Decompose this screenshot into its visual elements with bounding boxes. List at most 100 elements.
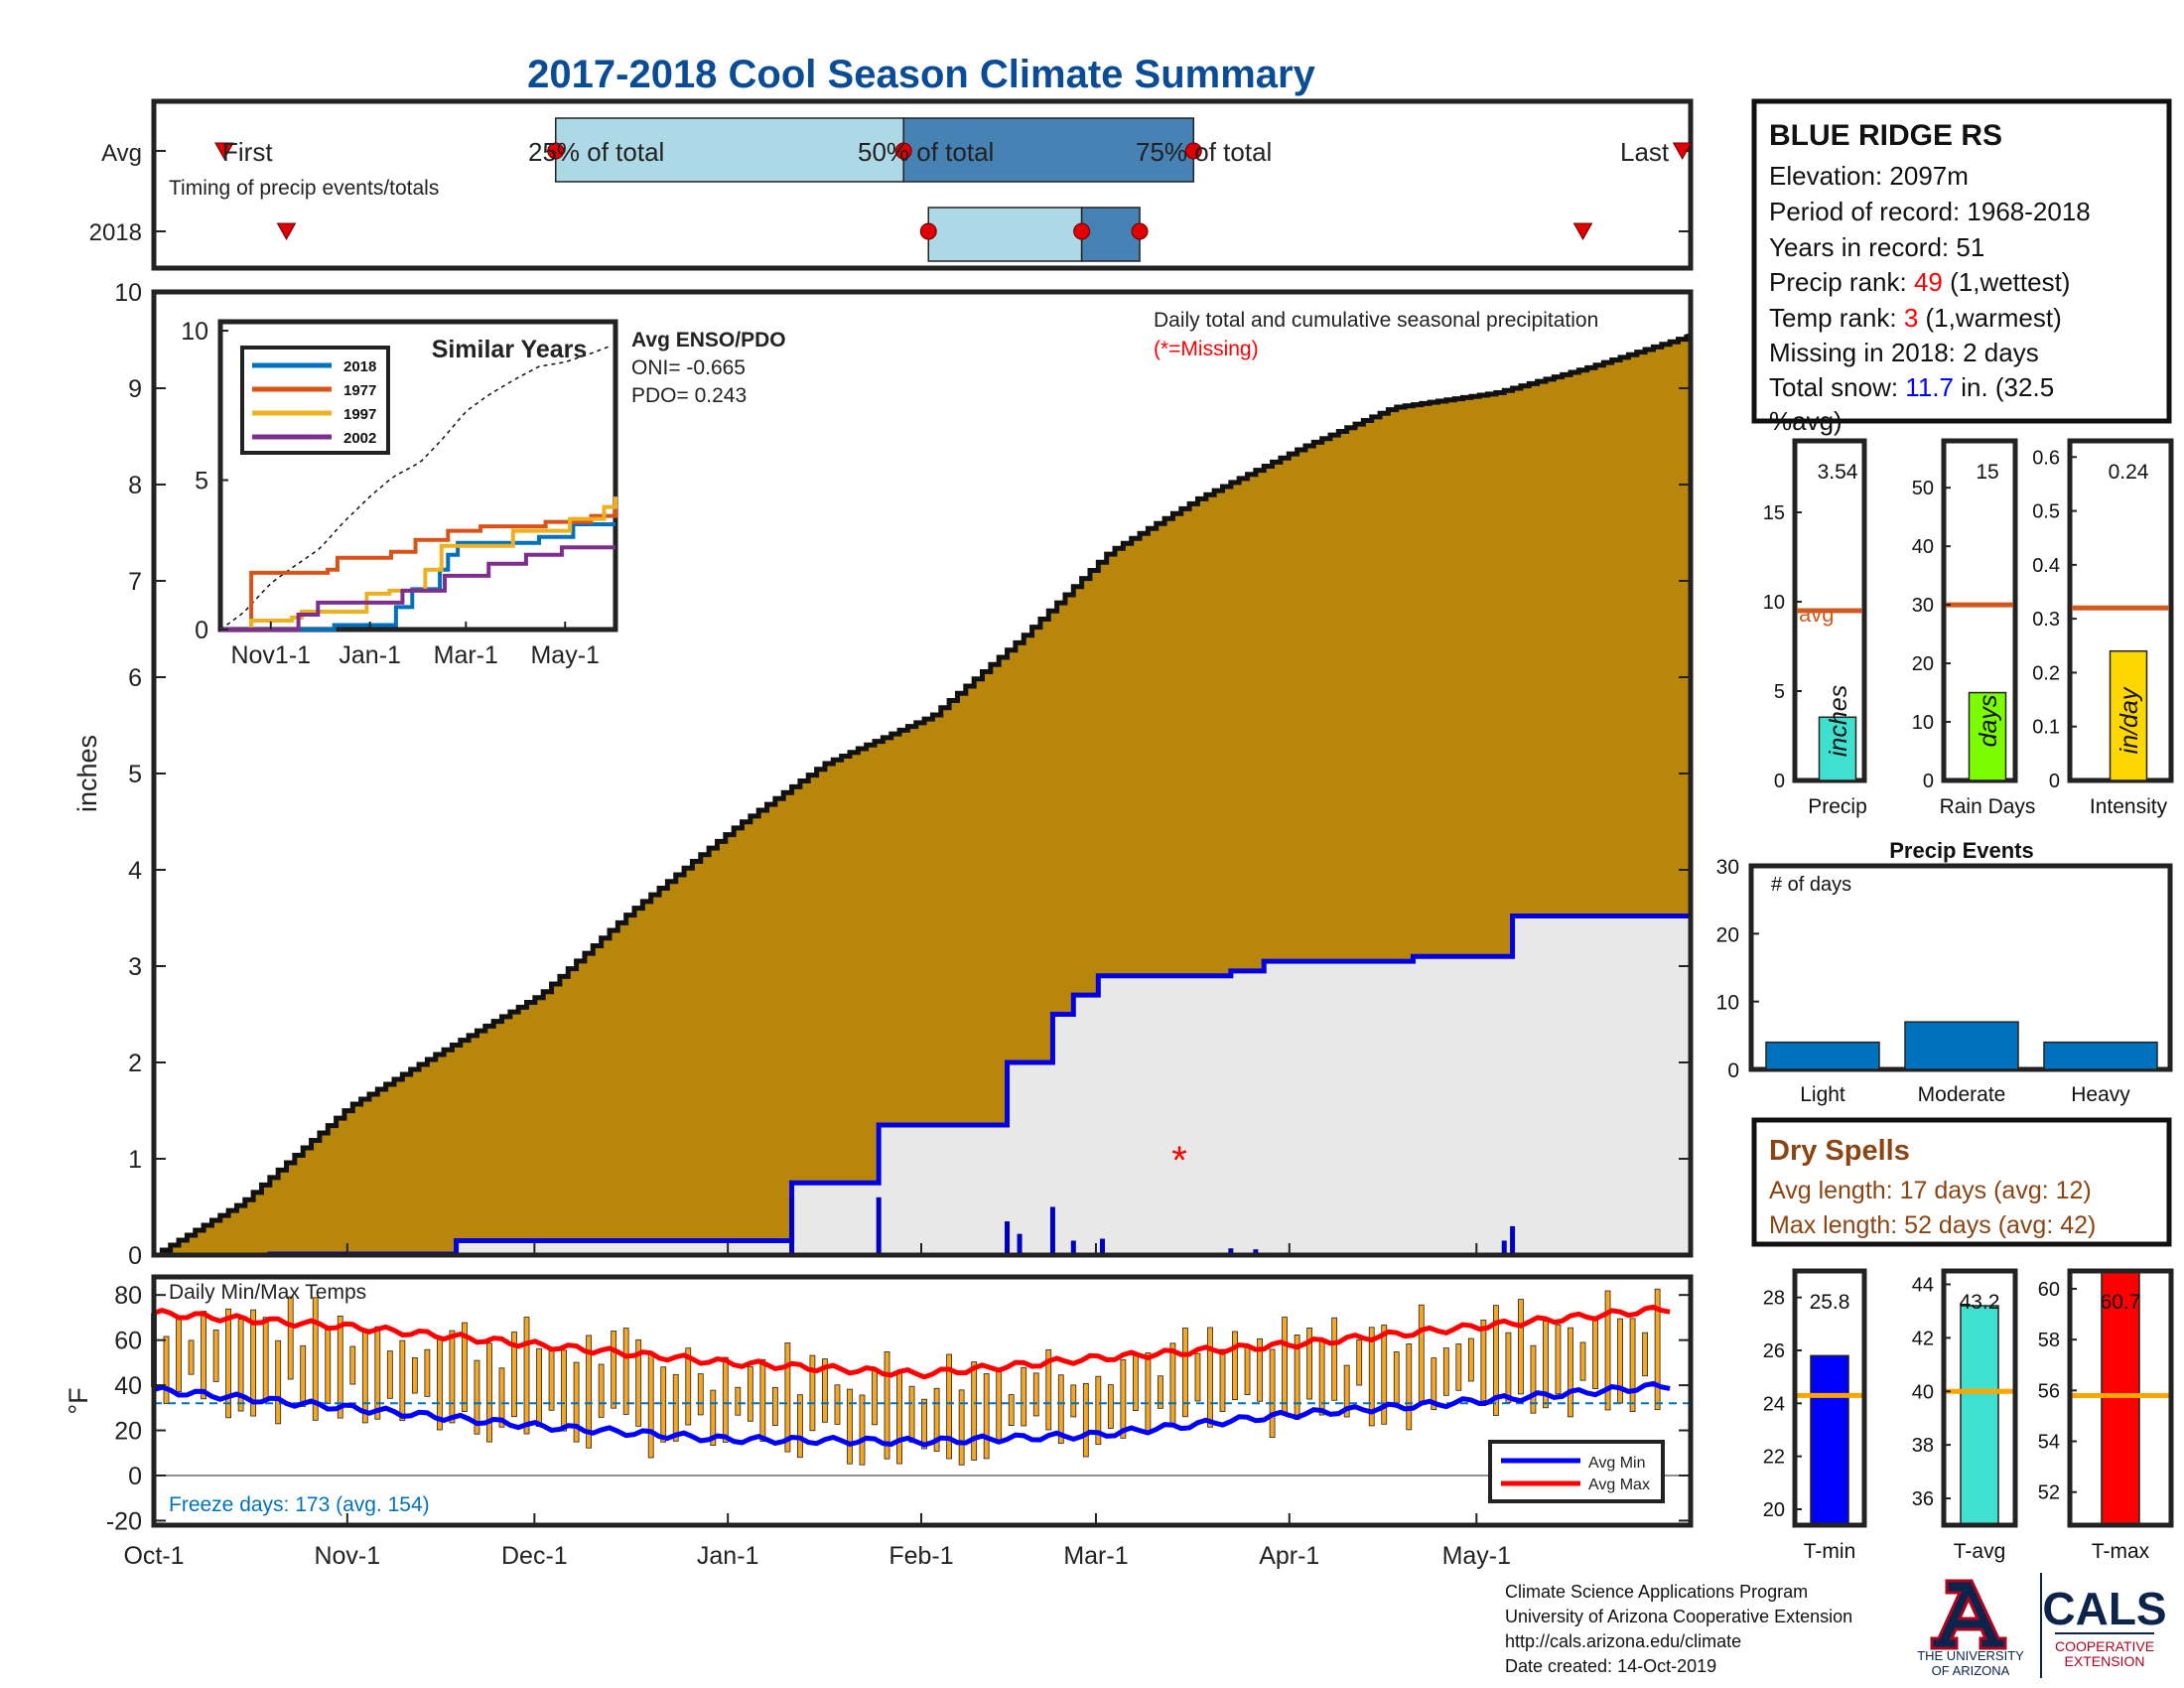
season-xlabel: Rain Days xyxy=(1940,795,2036,818)
daily-temp-bar xyxy=(1045,1348,1052,1431)
temp-panel-ytick-label: 38 xyxy=(1912,1435,1934,1457)
dry-spells-box: Dry Spells Avg length: 17 days (avg: 12)… xyxy=(1751,1117,2172,1247)
daily-temp-bar xyxy=(573,1361,580,1443)
daily-temp-bar xyxy=(312,1297,319,1421)
temp-ytick-label: 20 xyxy=(114,1418,142,1446)
season-ytick-label: 10 xyxy=(1763,592,1785,614)
daily-temp-bar xyxy=(1568,1327,1573,1418)
ua-line2: OF ARIZONA xyxy=(1932,1663,2010,1678)
daily-temp-bar xyxy=(1306,1328,1313,1400)
temp-panel-ytick-label: 58 xyxy=(2038,1330,2060,1351)
avg-last-marker xyxy=(1672,142,1693,161)
2018-q50-marker xyxy=(1073,222,1091,240)
main-ytick-label: 4 xyxy=(128,857,142,885)
main-ylabel: inches xyxy=(72,735,102,812)
daily-temp-bar xyxy=(921,1398,927,1450)
daily-temp-bar xyxy=(1555,1324,1562,1395)
daily-temp-bar xyxy=(1082,1382,1089,1458)
inset-xtick-label: Nov1-1 xyxy=(230,641,311,669)
daily-temp-bar xyxy=(374,1326,381,1420)
daily-temp-bar xyxy=(424,1348,431,1397)
daily-temp-bar xyxy=(647,1351,654,1459)
temp-panel-ytick-label: 20 xyxy=(1763,1499,1785,1521)
ua-logo: THE UNIVERSITY OF ARIZONA xyxy=(1917,1579,2024,1678)
xtick-label: Jan-1 xyxy=(697,1542,759,1570)
season-ytick-label: 0.5 xyxy=(2032,501,2060,523)
inset-series-1977 xyxy=(220,508,617,632)
daily-temp-bar xyxy=(1654,1288,1661,1411)
season-totals-panels: 3.54 inches Precip 0 5 10 15 15 days Rain Days 0 10… xyxy=(1763,438,2174,818)
station-years: Years in record: 51 xyxy=(1769,232,1984,262)
daily-temp-bar xyxy=(1207,1327,1213,1428)
season-xlabel: Intensity xyxy=(2090,795,2168,818)
temp-bar xyxy=(1810,1354,1849,1526)
temp-value-label: 60.7 xyxy=(2101,1291,2141,1314)
temp-panel-0: 25.8 T-min 20 22 24 26 28 xyxy=(1763,1268,1867,1563)
temperature-totals-panels: 25.8 T-min 20 22 24 26 28 43.2 T-avg 36 38 40 42 44 60… xyxy=(1763,1268,2174,1563)
daily-temp-bar xyxy=(1070,1384,1077,1418)
daily-temp-bar xyxy=(710,1389,717,1447)
season-value-label: 15 xyxy=(1976,461,1998,484)
missing-note: (*=Missing) xyxy=(1154,338,1259,360)
xtick-label: Feb-1 xyxy=(888,1542,953,1570)
daily-temp-bar xyxy=(859,1394,866,1466)
daily-temp-bar xyxy=(1356,1338,1363,1386)
ua-a-logo-icon xyxy=(1930,1579,2007,1650)
avg-q75-marker xyxy=(1184,142,1202,160)
daily-temp-bar xyxy=(872,1368,878,1426)
daily-temp-bar xyxy=(1008,1394,1015,1426)
daily-precip-bar xyxy=(1005,1221,1011,1255)
missing-days: Missing in 2018: 2 days xyxy=(1769,338,2039,367)
2018-last-marker xyxy=(1572,222,1593,241)
daily-temp-bar xyxy=(176,1318,182,1393)
cals-coop1: COOPERATIVE xyxy=(2055,1638,2154,1654)
footer-line2: University of Arizona Cooperative Extens… xyxy=(1505,1607,1852,1626)
temp-bar xyxy=(2101,1270,2140,1526)
temp-panel-ytick-label: 36 xyxy=(1912,1488,1934,1510)
season-value-label: 3.54 xyxy=(1818,461,1858,484)
daily-temp-bar xyxy=(1467,1337,1474,1382)
daily-temp-bar xyxy=(1418,1304,1425,1405)
season-ytick-label: 40 xyxy=(1912,536,1934,558)
events-ytick-label: 10 xyxy=(1716,992,1739,1015)
inset-legend-label: 2002 xyxy=(343,430,376,447)
temp-value-label: 43.2 xyxy=(1960,1291,2000,1314)
oni-text: ONI= -0.665 xyxy=(631,356,746,379)
timing-row-avg-label: Avg xyxy=(101,140,142,167)
season-ytick-label: 0.2 xyxy=(2032,662,2060,684)
inset-xtick-label: May-1 xyxy=(530,641,599,669)
temp-ytick-label: 0 xyxy=(128,1463,142,1490)
xtick-label: May-1 xyxy=(1442,1542,1511,1570)
temp-ytick-label: 60 xyxy=(114,1328,142,1355)
inset-legend-label: 1997 xyxy=(343,406,376,423)
events-bar-moderate xyxy=(1904,1021,2019,1070)
daily-precip-bar xyxy=(1253,1249,1259,1255)
inset-avg-dashed-line xyxy=(219,345,612,631)
daily-temp-bar xyxy=(225,1308,232,1419)
daily-temp-bar xyxy=(1505,1332,1512,1403)
daily-temp-bar xyxy=(386,1350,393,1399)
footer-line1: Climate Science Applications Program xyxy=(1505,1582,1808,1602)
timing-row-2018-label: 2018 xyxy=(89,219,142,246)
daily-temp-bar xyxy=(946,1353,953,1460)
main-ytick-label: 3 xyxy=(128,953,142,981)
temp-legend: Avg Min Avg Max xyxy=(1488,1440,1665,1503)
daily-precip-bar xyxy=(1017,1233,1023,1255)
daily-temp-bar xyxy=(1579,1341,1586,1381)
daily-temp-bar xyxy=(1592,1318,1598,1389)
daily-temp-bar xyxy=(983,1373,990,1460)
total-snow: Total snow: 11.7 in. (32.5 xyxy=(1769,372,2054,402)
events-note: # of days xyxy=(1771,874,1851,896)
season-ytick-label: 50 xyxy=(1912,478,1934,499)
events-ytick-label: 30 xyxy=(1716,856,1739,879)
daily-temp-bar xyxy=(1120,1359,1127,1439)
daily-precip-bar xyxy=(1049,1206,1055,1255)
xtick-label: Oct-1 xyxy=(123,1542,184,1570)
events-ytick-label: 20 xyxy=(1716,923,1739,946)
daily-temp-bar xyxy=(474,1359,480,1435)
daily-temp-bar xyxy=(1642,1332,1649,1377)
timing-panel: Avg 2018 First 25% of total 50% of total… xyxy=(89,98,1694,271)
footer-line4: Date created: 14-Oct-2019 xyxy=(1505,1656,1716,1676)
temp-panel-frame xyxy=(2067,1268,2174,1528)
daily-temp-bar xyxy=(1442,1347,1449,1396)
